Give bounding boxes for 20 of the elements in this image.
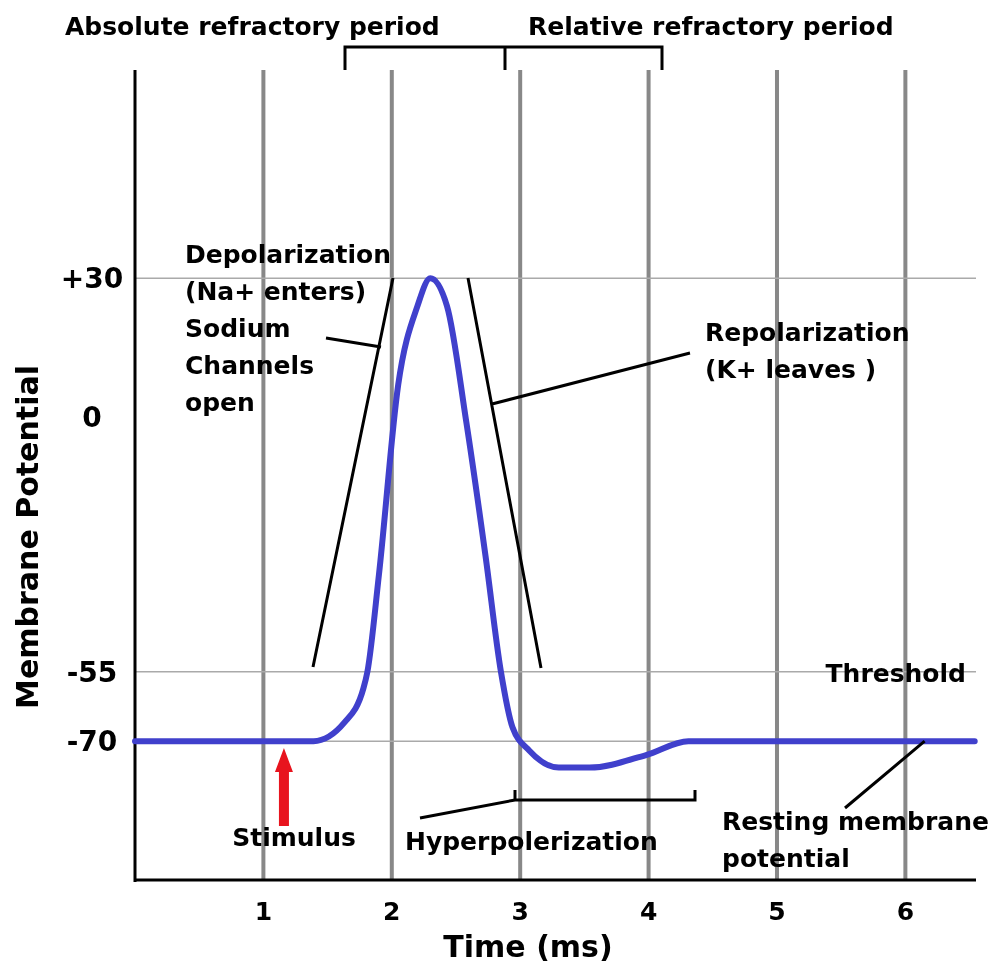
ref-line-label: Threshold: [825, 658, 966, 688]
text: Absolute refractory period: [65, 12, 440, 41]
x-tick-label: 2: [383, 897, 401, 926]
text: Relative refractory period: [528, 12, 894, 41]
y-tick-label: +30: [60, 262, 124, 296]
x-tick-label: 4: [639, 897, 658, 926]
y-tick-label: 0: [82, 401, 102, 435]
x-axis-title: Time (ms): [443, 929, 613, 964]
x-tick-label: 1: [254, 897, 273, 926]
y-tick-label: -70: [66, 725, 118, 759]
annotation: Resting membrane potential: [722, 807, 989, 873]
y-axis-title: Membrane Potential: [10, 365, 45, 709]
y-tick-label: -55: [66, 655, 118, 689]
x-tick-label: 3: [511, 897, 529, 926]
x-tick-label: 6: [896, 897, 915, 926]
annotation: Stimulus: [232, 823, 356, 852]
annotation: Repolarization (K+ leaves ): [705, 318, 910, 384]
x-tick-label: 5: [768, 897, 786, 926]
annotation: Depolarization (Na+ enters) Sodium Channels open: [185, 240, 392, 417]
annotation: Hyperpolerization: [405, 827, 658, 856]
